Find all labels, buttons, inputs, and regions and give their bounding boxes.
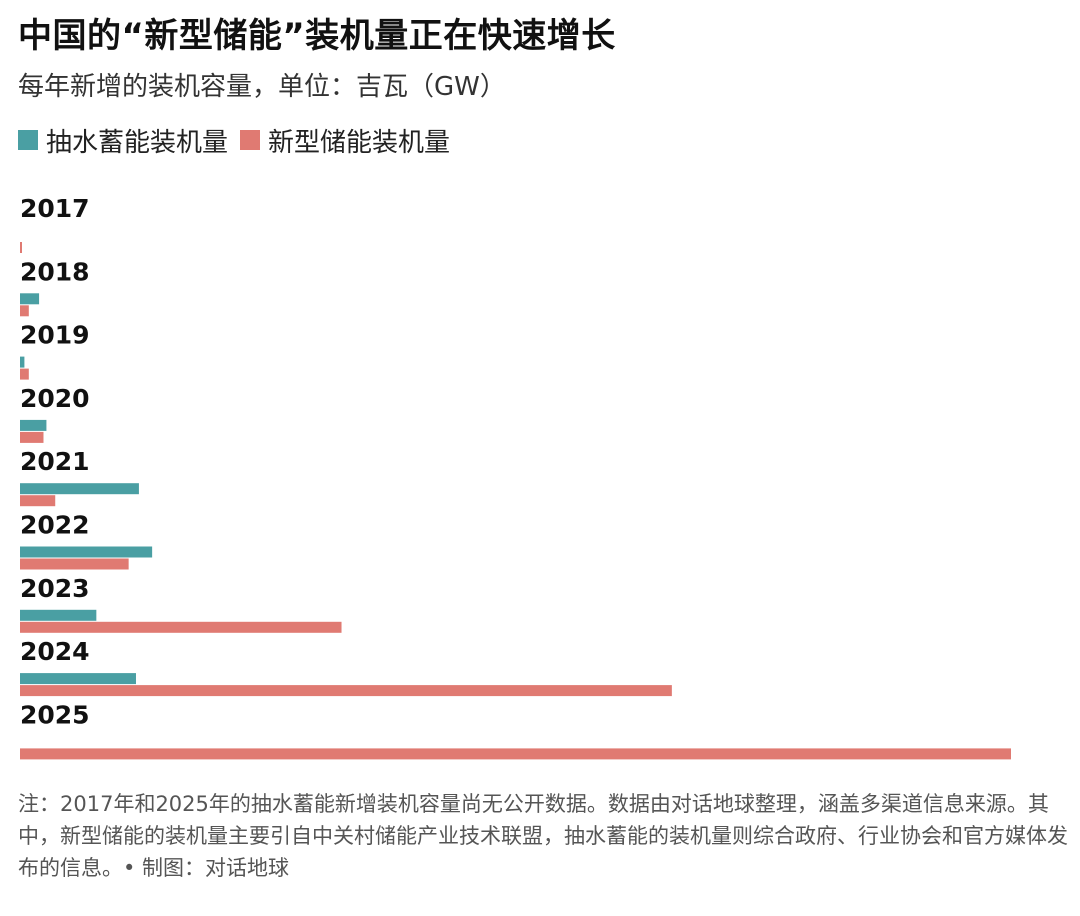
bar-pumped-hydro-2020 <box>20 419 47 431</box>
year-label-2023: 2023 <box>20 574 90 603</box>
bar-new-storage-2020 <box>20 431 44 443</box>
bar-new-storage-2021 <box>20 495 56 507</box>
bar-new-storage-2019 <box>20 368 29 380</box>
bar-pumped-hydro-2021 <box>20 483 139 495</box>
legend-swatch-new-storage <box>240 130 261 150</box>
chart-title: 中国的“新型储能”装机量正在快速增长 <box>18 16 616 56</box>
footnote: 注：2017年和2025年的抽水蓄能新增装机容量尚无公开数据。数据由对话地球整理… <box>18 792 1068 880</box>
chart-legend: 抽水蓄能装机量 新型储能装机量 <box>18 122 462 159</box>
legend-item-new-storage: 新型储能装机量 <box>240 122 450 159</box>
year-label-2025: 2025 <box>20 700 90 729</box>
year-label-2018: 2018 <box>20 257 90 286</box>
bar-new-storage-2017 <box>20 242 22 253</box>
legend-label-pumped-hydro: 抽水蓄能装机量 <box>46 127 229 158</box>
legend-label-new-storage: 新型储能装机量 <box>268 127 451 158</box>
legend-item-pumped-hydro: 抽水蓄能装机量 <box>18 122 228 159</box>
chart-subtitle: 每年新增的装机容量，单位：吉瓦（GW） <box>18 72 506 102</box>
bar-chart: 2017 2018 2019 2020 2021 2022 2023 2024 2025 <box>20 194 1011 760</box>
bar-new-storage-2024 <box>20 685 672 697</box>
year-label-2021: 2021 <box>20 447 90 476</box>
year-label-2024: 2024 <box>20 637 90 666</box>
bar-pumped-hydro-2023 <box>20 609 97 621</box>
bar-new-storage-2023 <box>20 621 342 633</box>
bar-pumped-hydro-2019 <box>20 356 25 368</box>
year-label-2019: 2019 <box>20 321 90 350</box>
year-label-2022: 2022 <box>20 511 90 540</box>
bar-pumped-hydro-2022 <box>20 546 153 558</box>
bar-new-storage-2025 <box>20 748 1011 760</box>
legend-swatch-pumped-hydro <box>18 130 38 150</box>
bar-new-storage-2022 <box>20 558 129 570</box>
year-label-2020: 2020 <box>20 384 90 413</box>
year-label-2017: 2017 <box>20 194 90 223</box>
bar-pumped-hydro-2024 <box>20 673 136 685</box>
bar-new-storage-2018 <box>20 305 29 317</box>
bar-pumped-hydro-2018 <box>20 293 40 305</box>
